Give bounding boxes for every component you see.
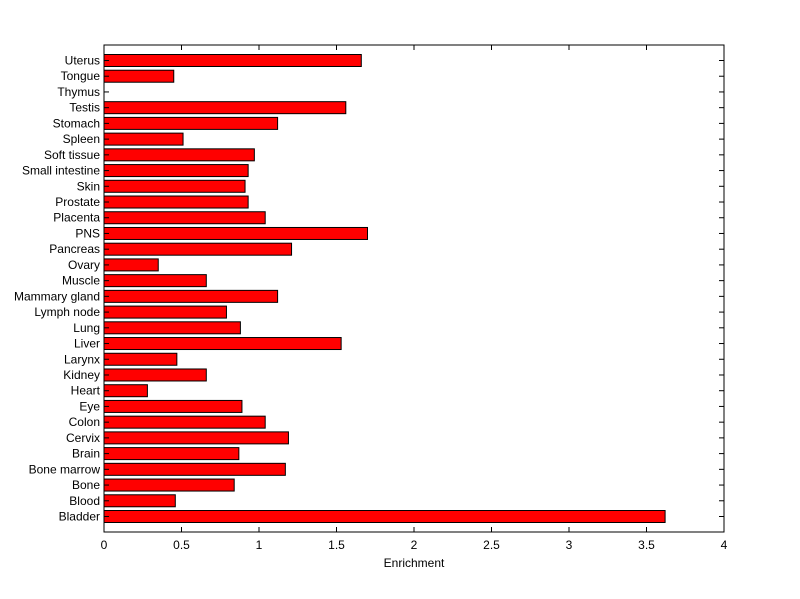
bar-placenta [103,211,266,225]
bar-testis [103,101,347,115]
x-tick-label: 0 [101,538,108,552]
y-tick-label: Testis [69,101,100,115]
y-tick-label: Liver [74,337,100,351]
y-tick-label: Ovary [68,258,100,272]
y-tick-label: Brain [72,447,100,461]
y-tick-label: Larynx [64,352,100,366]
y-tick-label: Pancreas [49,242,100,256]
bar-heart [103,384,148,398]
y-tick-label: Stomach [53,116,100,130]
y-tick-label: Bone marrow [29,462,101,476]
bar-larynx [103,352,178,366]
bar-spleen [103,132,184,146]
x-tick-label: 3 [566,538,573,552]
bar-blood [103,494,176,508]
bar-bladder [103,510,666,523]
bar-kidney [103,368,207,382]
x-tick-label: 1.5 [328,538,345,552]
y-tick-label: Skin [77,179,100,193]
bar-uterus [103,54,362,67]
bar-lymph-node [103,305,227,319]
x-tick-label: 3.5 [638,538,655,552]
x-tick-label: 2 [411,538,418,552]
y-tick-label: Kidney [63,368,100,382]
y-tick-label: Muscle [62,274,100,288]
bar-mammary-gland [103,289,279,303]
x-axis-title: Enrichment [384,556,445,570]
y-tick-label: Blood [69,494,100,508]
plot-frame [103,44,725,533]
x-tick-label: 1 [256,538,263,552]
y-tick-label: Small intestine [22,164,100,178]
y-tick-label: Mammary gland [14,289,100,303]
bar-cervix [103,431,289,445]
bar-bone [103,478,235,492]
bar-ovary [103,258,159,272]
bar-soft-tissue [103,148,255,162]
y-tick-label: Thymus [57,85,100,99]
y-tick-label: Heart [71,384,101,398]
y-tick-label: Spleen [63,132,100,146]
y-tick-label: PNS [75,226,100,240]
y-tick-label: Bone [72,478,100,492]
bar-eye [103,399,243,413]
bar-skin [103,179,246,193]
x-tick-label: 0.5 [173,538,190,552]
bar-liver [103,337,342,351]
y-tick-label: Eye [79,399,100,413]
y-tick-label: Bladder [59,510,100,524]
bar-tongue [103,69,175,83]
bar-pancreas [103,242,293,256]
y-tick-label: Placenta [53,211,100,225]
y-tick-label: Prostate [55,195,100,209]
y-tick-label: Lymph node [34,305,100,319]
y-tick-label: Uterus [65,54,100,68]
bar-stomach [103,116,279,130]
y-tick-label: Soft tissue [44,148,100,162]
y-tick-label: Colon [69,415,100,429]
y-tick-label: Lung [73,321,100,335]
bar-colon [103,415,266,429]
bar-prostate [103,195,249,209]
bar-small-intestine [103,164,249,178]
y-tick-label: Tongue [61,69,101,83]
bar-bone-marrow [103,462,286,476]
x-tick-label: 2.5 [483,538,500,552]
x-axis-ticks: 0 0.5 1 1.5 2 2.5 3 3.5 4 [101,45,728,552]
bar-pns [103,226,368,240]
x-tick-label: 4 [721,538,728,552]
bar-muscle [103,274,207,288]
bar-lung [103,321,241,335]
y-tick-label: Cervix [66,431,100,445]
bar-brain [103,447,240,461]
